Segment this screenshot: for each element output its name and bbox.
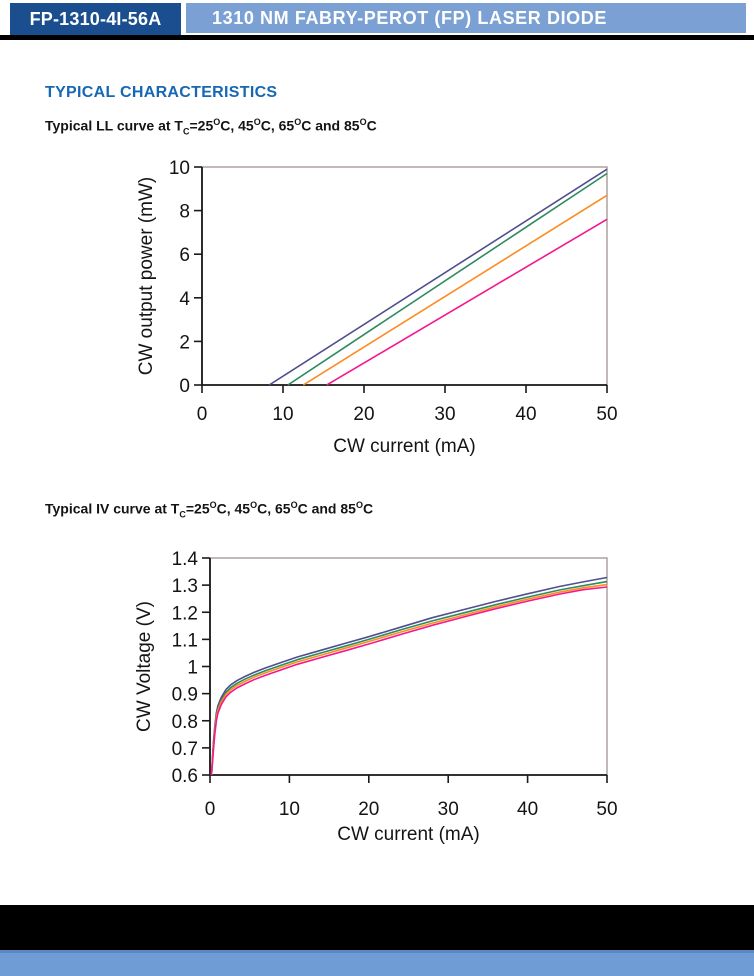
svg-text:30: 30: [434, 404, 455, 425]
svg-text:1.3: 1.3: [172, 576, 198, 597]
header-divider: [0, 35, 754, 40]
svg-text:0: 0: [197, 404, 208, 425]
section-title: TYPICAL CHARACTERISTICS: [45, 84, 278, 101]
svg-text:6: 6: [179, 245, 190, 266]
svg-text:0: 0: [205, 799, 216, 820]
footer-blue-bar: [0, 950, 754, 976]
svg-text:50: 50: [596, 799, 617, 820]
svg-text:10: 10: [272, 404, 293, 425]
svg-text:CW output power (mW): CW output power (mW): [136, 177, 157, 375]
svg-text:CW current (mA): CW current (mA): [333, 436, 476, 457]
svg-text:1.2: 1.2: [172, 603, 198, 624]
product-title-bar: 1310 NM FABRY-PEROT (FP) LASER DIODE: [186, 3, 746, 33]
svg-text:CW Voltage (V): CW Voltage (V): [134, 601, 155, 732]
svg-text:0.8: 0.8: [172, 712, 198, 733]
footer-black-band: [0, 905, 754, 950]
svg-text:4: 4: [179, 289, 190, 310]
svg-text:10: 10: [279, 799, 300, 820]
svg-text:8: 8: [179, 202, 190, 223]
svg-text:0.6: 0.6: [172, 766, 198, 787]
iv-chart-title: Typical IV curve at TC=25OC, 45OC, 65OC …: [45, 499, 374, 520]
svg-text:0.7: 0.7: [172, 739, 198, 760]
svg-text:20: 20: [358, 799, 379, 820]
iv-curve-chart: 0.6 0.7 0.8 0.9 1 1.1 1.2 1.3 1.4 0 10 20 30 40 50 CW c…: [134, 549, 618, 845]
ll-chart-title: Typical LL curve at TC=25OC, 45OC, 65OC …: [45, 116, 377, 137]
svg-text:0.9: 0.9: [172, 685, 198, 706]
svg-text:1: 1: [187, 658, 198, 679]
svg-text:1.1: 1.1: [172, 630, 198, 651]
svg-text:2: 2: [179, 332, 190, 353]
svg-text:10: 10: [169, 158, 190, 179]
svg-text:0: 0: [179, 376, 190, 397]
svg-text:40: 40: [515, 404, 536, 425]
svg-text:50: 50: [596, 404, 617, 425]
svg-text:40: 40: [517, 799, 538, 820]
svg-text:1.4: 1.4: [172, 549, 199, 570]
part-number-badge: FP-1310-4I-56A: [10, 3, 181, 35]
svg-text:CW current (mA): CW current (mA): [337, 824, 480, 845]
ll-curve-chart: 0 2 4 6 8 10 0 10 20 30 40 50 CW current (mA) CW outp…: [136, 158, 618, 457]
svg-text:30: 30: [438, 799, 459, 820]
svg-text:20: 20: [353, 404, 374, 425]
